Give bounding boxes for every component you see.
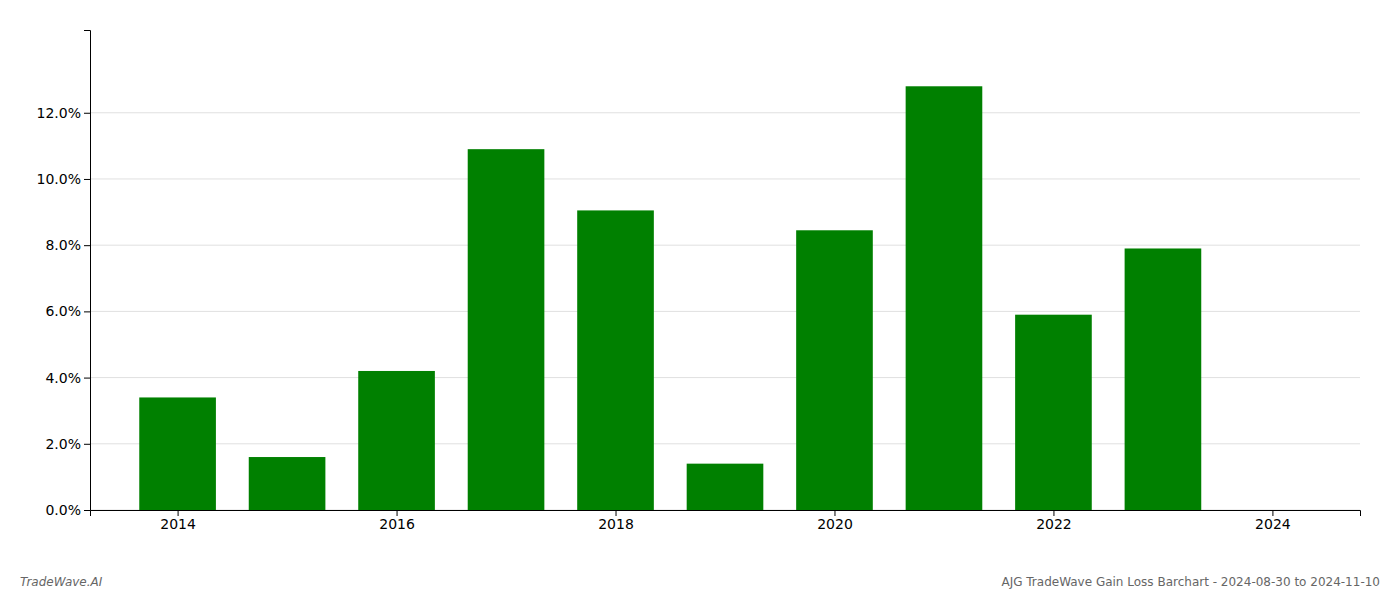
y-tick-label: 8.0% <box>45 237 81 253</box>
y-tick: 2.0% <box>45 436 90 452</box>
bar <box>1015 315 1092 510</box>
x-tick: 2024 <box>1255 510 1291 532</box>
bar <box>577 210 654 510</box>
y-tick: 10.0% <box>37 171 90 187</box>
y-tick-mark <box>84 245 90 246</box>
x-tick-label: 2018 <box>598 516 634 532</box>
x-tick: 2016 <box>379 510 415 532</box>
y-tick-label: 6.0% <box>45 303 81 319</box>
y-tick: 6.0% <box>45 303 90 319</box>
y-tick-mark <box>84 444 90 445</box>
y-tick-label: 2.0% <box>45 436 81 452</box>
x-tick-label: 2016 <box>379 516 415 532</box>
y-tick-mark <box>84 311 90 312</box>
x-tick-label: 2024 <box>1255 516 1291 532</box>
bar <box>687 464 764 510</box>
bar <box>139 397 216 510</box>
grid-line <box>90 112 1360 113</box>
y-tick-mark <box>84 179 90 180</box>
chart: 2014 2016 2018 2020 2022 2024 0.0% 2.0% 4.0% 6.0%… <box>0 0 1400 600</box>
y-axis-line <box>84 31 91 511</box>
x-axis-line <box>91 511 1361 517</box>
bar <box>249 457 326 510</box>
footer-text: AJG TradeWave Gain Loss Barchart - 2024-… <box>1001 575 1380 589</box>
x-tick: 2014 <box>160 510 196 532</box>
x-tick: 2022 <box>1036 510 1072 532</box>
plot: 2014 2016 2018 2020 2022 2024 0.0% 2.0% 4.0% 6.0%… <box>37 31 1361 532</box>
y-tick-mark <box>84 510 90 511</box>
y-tick-label: 4.0% <box>45 370 81 386</box>
x-tick: 2020 <box>817 510 853 532</box>
y-tick: 8.0% <box>45 237 90 253</box>
bars <box>139 86 1201 510</box>
y-tick: 4.0% <box>45 370 90 386</box>
y-tick-mark <box>84 113 90 114</box>
y-tick-label: 10.0% <box>37 171 81 187</box>
y-axis: 0.0% 2.0% 4.0% 6.0% 8.0% 10.0% 12.0% <box>37 31 91 518</box>
y-tick-label: 12.0% <box>37 105 81 121</box>
x-tick: 2018 <box>598 510 634 532</box>
y-tick: 12.0% <box>37 105 90 121</box>
bar <box>468 149 545 510</box>
bar <box>906 86 983 510</box>
footer-text: TradeWave.AI <box>20 575 103 589</box>
grid <box>90 113 1360 510</box>
x-axis: 2014 2016 2018 2020 2022 2024 <box>91 510 1361 532</box>
y-tick-mark <box>84 378 90 379</box>
grid-line <box>90 178 1360 179</box>
bar <box>796 230 873 510</box>
y-tick-label: 0.0% <box>45 502 81 518</box>
x-tick-label: 2014 <box>160 516 196 532</box>
grid-line <box>90 245 1360 246</box>
x-tick-label: 2020 <box>817 516 853 532</box>
bar <box>358 371 435 510</box>
x-tick-label: 2022 <box>1036 516 1072 532</box>
y-tick: 0.0% <box>45 502 90 518</box>
bar <box>1125 248 1202 510</box>
